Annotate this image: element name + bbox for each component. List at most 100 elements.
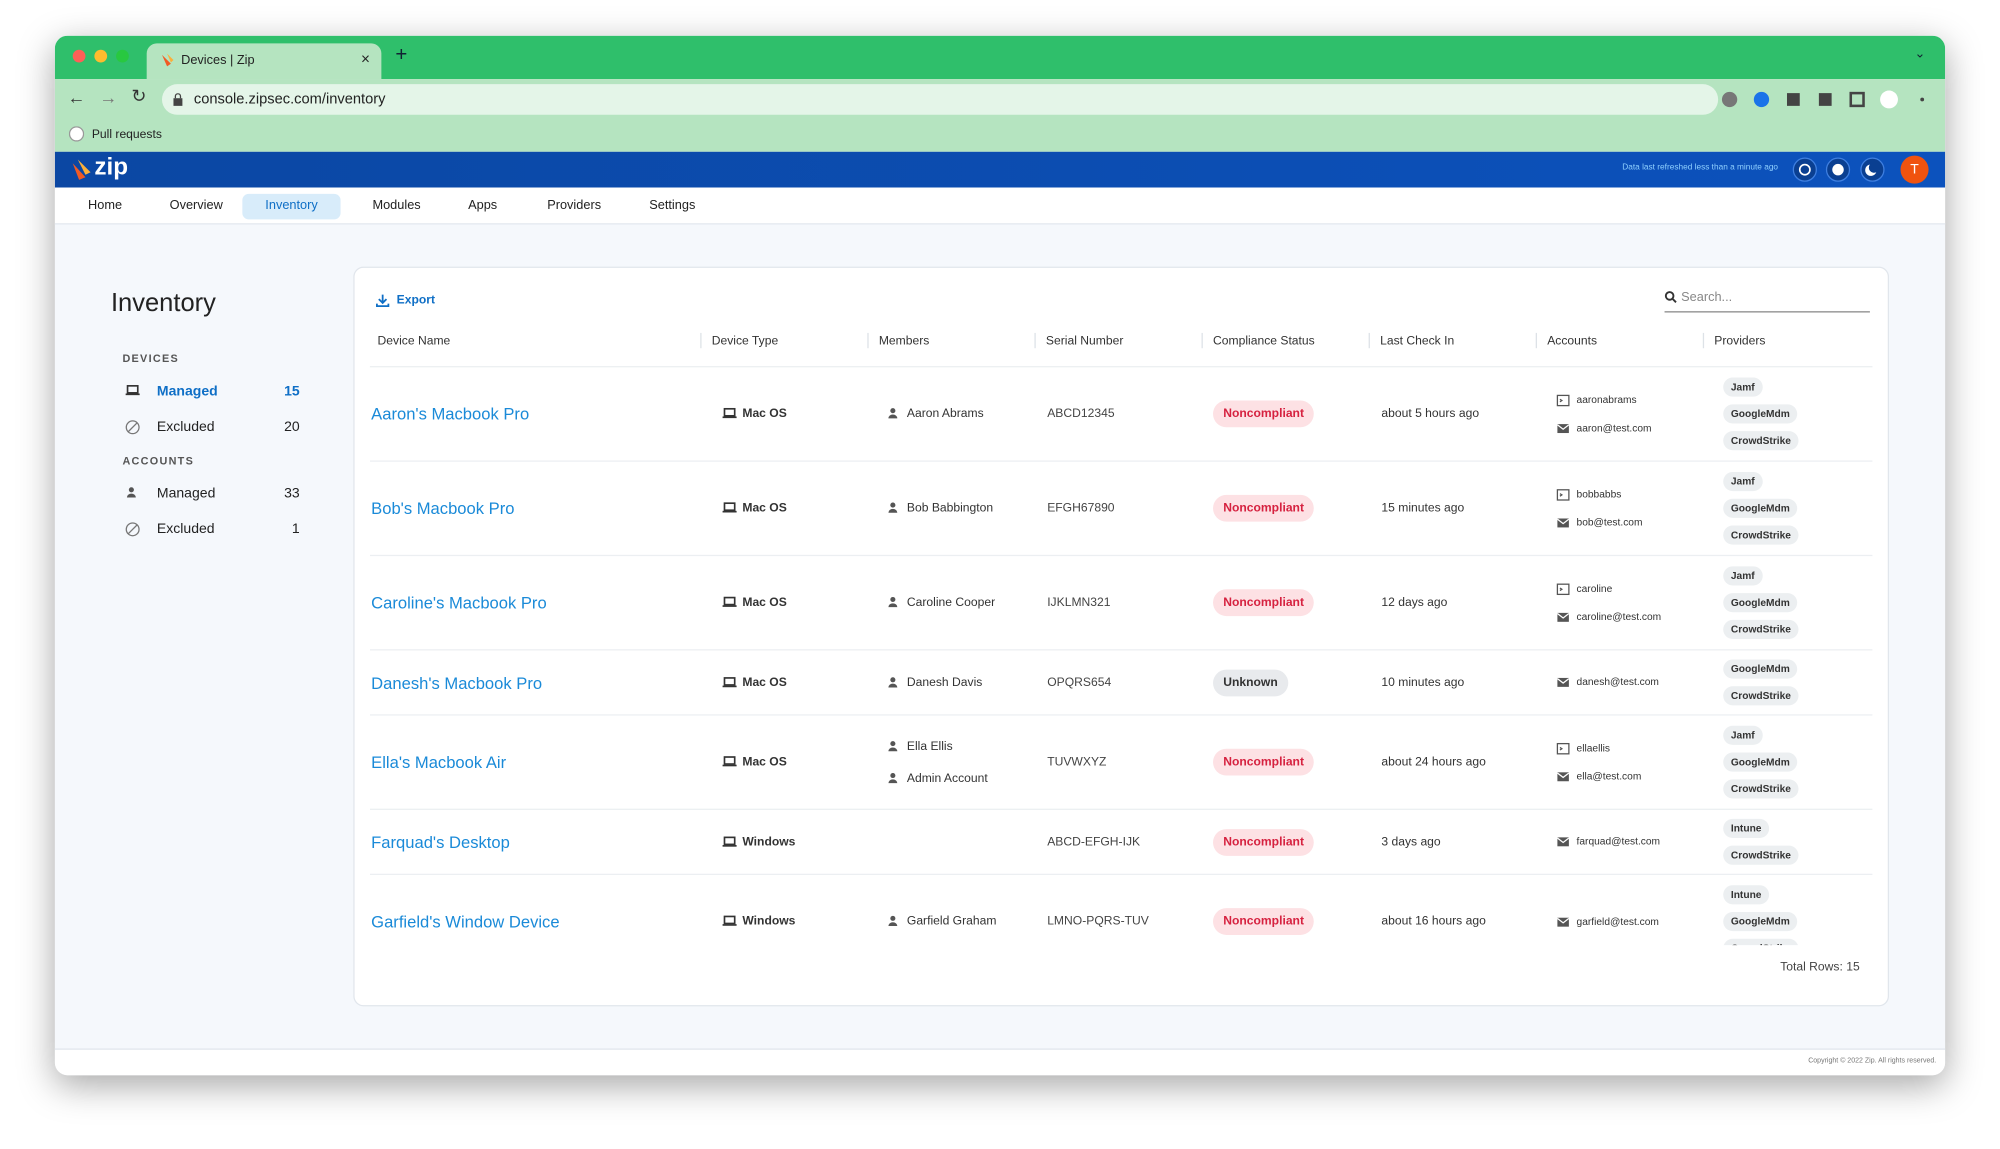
serial-number: EFGH67890: [1047, 501, 1115, 516]
app-header: zip Data last refreshed less than a minu…: [54, 151, 1946, 188]
account: farquad@test.com: [1556, 835, 1660, 848]
member-name: Ella Ellis: [906, 739, 953, 754]
sidebar-item[interactable]: Managed 15: [122, 383, 300, 403]
account-icon: [1556, 610, 1571, 623]
brand[interactable]: zip: [94, 154, 129, 182]
last-check-in: 10 minutes ago: [1381, 675, 1465, 690]
member: Aaron Abrams: [886, 407, 984, 421]
device-name[interactable]: Aaron's Macbook Pro: [371, 404, 530, 424]
bookmark[interactable]: Pull requests: [91, 127, 162, 142]
url-field[interactable]: console.zipsec.com/inventory: [161, 84, 1719, 115]
table-row[interactable]: Ella's Macbook Air Mac OS Ella Ellis Admin …: [369, 716, 1873, 810]
last-check-cell: about 16 hours ago: [1381, 875, 1485, 945]
providers-cell: Jamf GoogleMdm CrowdStrike: [1723, 367, 1799, 460]
device-type-label: Mac OS: [742, 406, 787, 421]
search-placeholder: Search...: [1681, 290, 1733, 305]
device-type: Windows: [722, 835, 795, 849]
table-row[interactable]: Danesh's Macbook Pro Mac OS Danesh Davis OP…: [369, 651, 1873, 716]
last-check-cell: 15 minutes ago: [1381, 462, 1464, 555]
column-header: Serial Number: [1045, 334, 1124, 349]
sidebar-item[interactable]: Excluded 20: [122, 418, 300, 439]
export-button[interactable]: Export: [375, 293, 435, 307]
device-icon: [722, 915, 737, 928]
device-name[interactable]: Bob's Macbook Pro: [371, 498, 515, 518]
browser-tab[interactable]: Devices | Zip ×: [146, 43, 382, 80]
member: Admin Account: [886, 771, 988, 785]
device-icon: [722, 835, 737, 848]
nav-item[interactable]: Overview: [169, 198, 223, 214]
account-name: caroline: [1576, 582, 1613, 594]
brand-logo: [72, 159, 91, 180]
avatar[interactable]: T: [1900, 155, 1929, 184]
forward[interactable]: →: [99, 86, 118, 108]
device-type-label: Mac OS: [742, 501, 787, 516]
device-name[interactable]: Danesh's Macbook Pro: [371, 672, 543, 692]
accounts-cell: garfield@test.com: [1556, 875, 1659, 945]
member: Bob Babbington: [886, 501, 993, 515]
device-type: Mac OS: [722, 596, 787, 610]
device-name[interactable]: Farquad's Desktop: [371, 832, 510, 852]
back[interactable]: ←: [67, 86, 86, 108]
providers-cell: Jamf GoogleMdm CrowdStrike: [1723, 462, 1799, 555]
account-name: aaronabrams: [1576, 393, 1637, 406]
table-row[interactable]: Aaron's Macbook Pro Mac OS Aaron Abrams ABC…: [369, 367, 1873, 462]
table-row[interactable]: Bob's Macbook Pro Mac OS Bob Babbington EFG…: [369, 462, 1873, 557]
nav-item[interactable]: Modules: [372, 198, 421, 214]
search-field[interactable]: Search...: [1664, 290, 1870, 313]
provider-chip: CrowdStrike: [1723, 686, 1799, 706]
device-type-label: Windows: [742, 914, 796, 929]
device-name[interactable]: Ella's Macbook Air: [371, 752, 507, 772]
reload[interactable]: ↻: [131, 85, 147, 106]
sidebar-item[interactable]: Managed 33: [122, 485, 300, 505]
serial-cell: TUVWXYZ: [1047, 716, 1106, 809]
table-row[interactable]: Farquad's Desktop Windows ABCD-EFGH-IJK Non…: [369, 810, 1873, 875]
type-cell: Mac OS: [722, 651, 787, 715]
nav-item[interactable]: Settings: [649, 198, 696, 214]
export-icon: [375, 293, 390, 308]
providers-cell: GoogleMdm CrowdStrike: [1723, 651, 1799, 715]
provider-chip: CrowdStrike: [1723, 431, 1799, 451]
device-name[interactable]: Garfield's Window Device: [371, 911, 560, 932]
column-divider: [1034, 332, 1036, 349]
serial-cell: IJKLMN321: [1047, 556, 1110, 649]
accounts-cell: ellaellis ella@test.com: [1556, 716, 1641, 809]
nav-item[interactable]: Home: [88, 198, 123, 214]
new-tab[interactable]: +: [395, 44, 408, 67]
nav-item[interactable]: Apps: [468, 198, 498, 214]
device-name[interactable]: Caroline's Macbook Pro: [371, 593, 547, 613]
member-name: Garfield Graham: [906, 914, 997, 929]
serial-cell: ABCD12345: [1047, 367, 1114, 460]
provider-chip: CrowdStrike: [1723, 845, 1799, 865]
export-label: Export: [396, 293, 436, 308]
member-icon: [886, 772, 901, 785]
table-row[interactable]: Garfield's Window Device Windows Garfield …: [370, 875, 1873, 946]
provider-chip: GoogleMdm: [1723, 404, 1798, 424]
bookmark-icon: [68, 126, 85, 142]
member: Caroline Cooper: [886, 596, 995, 610]
provider-chip: CrowdStrike: [1723, 525, 1799, 545]
account-name: bobbabbs: [1576, 488, 1622, 500]
tab-menu[interactable]: ⌄: [1914, 47, 1926, 62]
serial-cell: OPQRS654: [1047, 651, 1111, 715]
provider-chip: CrowdStrike: [1723, 938, 1799, 946]
serial-cell: ABCD-EFGH-IJK: [1047, 810, 1140, 874]
account-icon: [1556, 835, 1571, 848]
sidebar-label: Managed: [156, 383, 218, 400]
type-cell: Mac OS: [722, 367, 787, 460]
section-heading: ACCOUNTS: [122, 454, 195, 467]
members-cell: Bob Babbington: [886, 462, 993, 555]
sidebar-item[interactable]: Excluded 1: [122, 520, 300, 540]
nav-bar: Home Overview Inventory Modules Apps Provider…: [54, 187, 1946, 225]
url: console.zipsec.com/inventory: [193, 91, 386, 108]
table-row[interactable]: Caroline's Macbook Pro Mac OS Caroline Coo…: [369, 556, 1873, 651]
header-icons[interactable]: [1792, 157, 1894, 183]
provider-chip: GoogleMdm: [1723, 752, 1798, 772]
provider-chip: GoogleMdm: [1723, 593, 1798, 613]
sidebar-icon: [125, 420, 140, 439]
account: bobbabbs: [1556, 488, 1642, 501]
status-cell: Unknown: [1213, 651, 1288, 715]
tab-close[interactable]: ×: [360, 49, 370, 68]
nav-item[interactable]: Inventory: [242, 193, 341, 220]
nav-item[interactable]: Providers: [547, 198, 602, 214]
